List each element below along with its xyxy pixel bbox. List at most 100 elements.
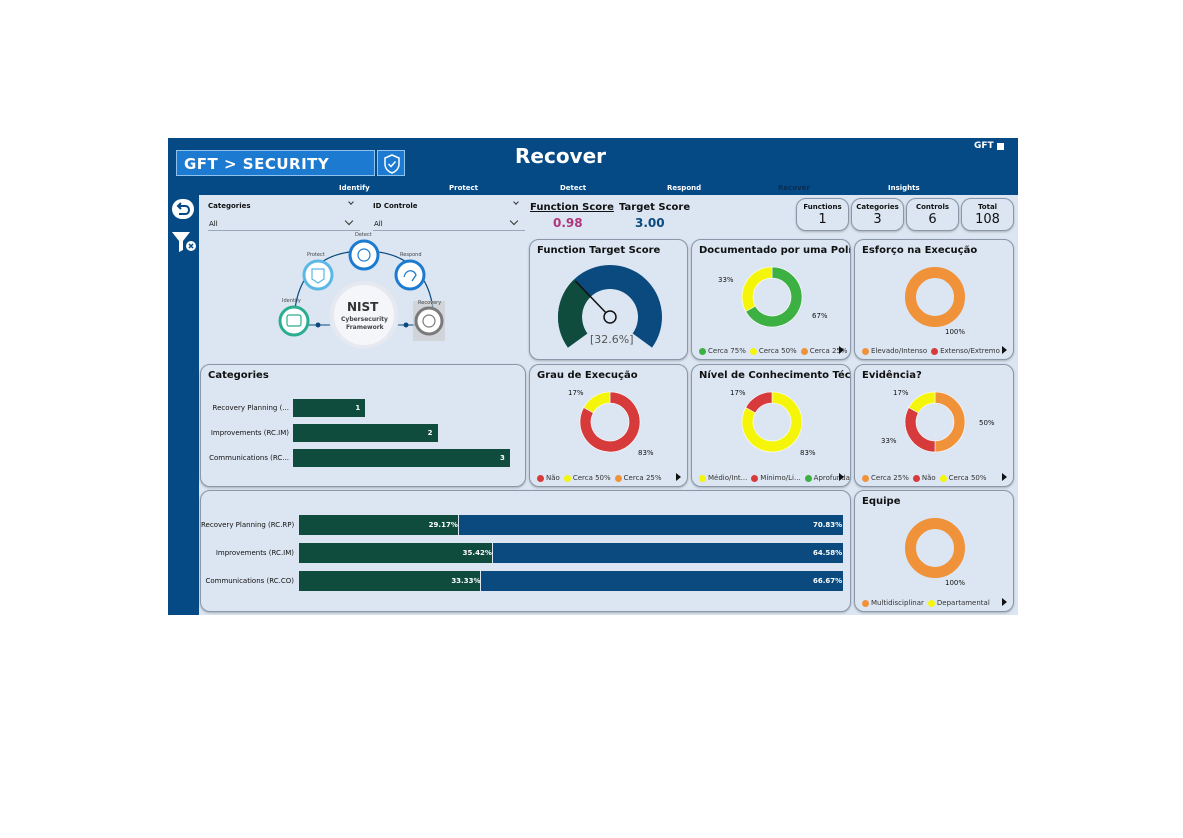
documentado-legend-item[interactable]: Cerca 50% bbox=[749, 347, 797, 355]
function-score-label: Function Score bbox=[530, 202, 614, 213]
category-bar[interactable] bbox=[293, 399, 366, 417]
category-bar[interactable] bbox=[293, 424, 438, 442]
clear-filter-icon[interactable] bbox=[171, 230, 197, 254]
legend-label: Departamental bbox=[936, 599, 990, 607]
dashboard-frame: GFT > SECURITY Recover GFT Identify Prot… bbox=[168, 138, 1018, 615]
documentado-slice-1[interactable] bbox=[741, 266, 773, 312]
nivel-slice-1[interactable] bbox=[745, 391, 773, 414]
stacked-bar-segment-a[interactable] bbox=[299, 571, 481, 591]
esforco-legend-item[interactable]: Extenso/Extremo bbox=[931, 347, 1000, 355]
category-bar[interactable] bbox=[293, 449, 510, 467]
chevron-down-icon[interactable] bbox=[348, 199, 354, 205]
kpi-value: 6 bbox=[928, 212, 937, 227]
tab-recover[interactable]: Recover bbox=[778, 184, 810, 192]
slicer-categories-value[interactable]: All bbox=[209, 220, 218, 228]
legend-label: Elevado/Intenso bbox=[871, 347, 928, 355]
stacked-bar-segment-a[interactable] bbox=[299, 515, 458, 535]
esforco-donut bbox=[905, 267, 965, 327]
equipe-legend: Multidisciplinar Departamental bbox=[862, 599, 994, 607]
legend-next-icon[interactable] bbox=[1002, 473, 1007, 481]
legend-dot-icon bbox=[931, 347, 939, 355]
kpi-functions: Functions 1 bbox=[796, 198, 849, 231]
target-score-value: 3.00 bbox=[635, 216, 665, 230]
category-bar-value: 3 bbox=[500, 454, 505, 462]
tab-detect[interactable]: Detect bbox=[560, 184, 587, 192]
nivel-legend-item[interactable]: Mínimo/Li... bbox=[751, 474, 801, 482]
grau-legend-item[interactable]: Não bbox=[537, 474, 560, 482]
chevron-down-icon[interactable] bbox=[509, 216, 519, 226]
stacked-value-a: 35.42% bbox=[462, 549, 492, 557]
kpi-label: Functions bbox=[803, 203, 842, 211]
tab-insights[interactable]: Insights bbox=[888, 184, 920, 192]
evidencia-legend-item[interactable]: Não bbox=[912, 474, 936, 482]
esforco-legend-item[interactable]: Elevado/Intenso bbox=[862, 347, 927, 355]
nist-label-identify: Identify bbox=[282, 298, 301, 304]
equipe-legend-item[interactable]: Departamental bbox=[927, 599, 990, 607]
tab-protect[interactable]: Protect bbox=[449, 184, 478, 192]
category-label: Communications (RC... bbox=[209, 454, 289, 462]
gauge-fill bbox=[558, 279, 591, 348]
legend-dot-icon bbox=[537, 474, 544, 482]
legend-dot-icon bbox=[800, 347, 808, 355]
tab-identify[interactable]: Identify bbox=[339, 184, 370, 192]
slicer-id-controle-value[interactable]: All bbox=[374, 220, 383, 228]
back-icon[interactable] bbox=[171, 198, 195, 220]
grau-legend-item[interactable]: Cerca 25% bbox=[614, 474, 662, 482]
gauge-needle bbox=[574, 280, 611, 318]
corner-square-icon bbox=[996, 142, 1004, 150]
legend-label: Cerca 25% bbox=[871, 474, 909, 482]
category-bar-value: 1 bbox=[355, 404, 361, 412]
evidencia-pct-17: 17% bbox=[893, 389, 909, 397]
legend-next-icon[interactable] bbox=[1002, 598, 1007, 606]
nist-diagram: NIST Cybersecurity Framework Identify Pr… bbox=[274, 232, 454, 355]
legend-dot-icon bbox=[699, 347, 706, 355]
equipe-slice[interactable] bbox=[905, 518, 965, 578]
documentado-pct-33: 33% bbox=[718, 276, 734, 284]
nivel-legend-item[interactable]: Médio/Int... bbox=[699, 474, 747, 482]
brand-banner: GFT > SECURITY bbox=[176, 150, 375, 176]
grau-slice-0[interactable] bbox=[579, 391, 641, 453]
evidencia-slice-1[interactable] bbox=[904, 407, 936, 453]
legend-next-icon[interactable] bbox=[839, 473, 844, 481]
legend-next-icon[interactable] bbox=[676, 473, 681, 481]
stacked-bar-segment-b[interactable] bbox=[481, 571, 843, 591]
nist-subtitle-1: Cybersecurity bbox=[341, 316, 388, 323]
nivel-legend-item[interactable]: Aprofunda... bbox=[804, 474, 850, 482]
tab-respond[interactable]: Respond bbox=[667, 184, 702, 192]
stacked-bar-segment-b[interactable] bbox=[458, 515, 843, 535]
evidencia-legend-item[interactable]: Cerca 50% bbox=[939, 474, 987, 482]
documentado-legend-item[interactable]: Cerca 25% bbox=[800, 347, 848, 355]
stacked-bar-segment-b[interactable] bbox=[492, 543, 843, 563]
evidencia-pct-50: 50% bbox=[979, 419, 995, 427]
documentado-donut bbox=[741, 266, 803, 328]
category-label: Recovery Planning (... bbox=[212, 404, 289, 412]
evidencia-donut bbox=[904, 391, 966, 453]
corner-brand-text: GFT bbox=[974, 141, 994, 151]
evidencia-legend: Cerca 25% Não Cerca 50% bbox=[862, 474, 991, 482]
evidencia-slice-0[interactable] bbox=[934, 391, 966, 453]
shield-icon bbox=[377, 150, 405, 176]
grau-legend-item[interactable]: Cerca 50% bbox=[563, 474, 611, 482]
documentado-legend-item[interactable]: Cerca 75% bbox=[699, 347, 746, 355]
legend-next-icon[interactable] bbox=[1002, 346, 1007, 354]
legend-next-icon[interactable] bbox=[839, 346, 844, 354]
grau-legend: Não Cerca 50% Cerca 25% bbox=[537, 474, 666, 482]
nivel-card: Nível de Conhecimento Técnico 17% 83% Mé… bbox=[691, 364, 851, 487]
esforco-slice[interactable] bbox=[905, 267, 965, 327]
grau-slice-1[interactable] bbox=[583, 391, 611, 414]
evidencia-legend-item[interactable]: Cerca 25% bbox=[862, 474, 909, 482]
stacked-value-a: 33.33% bbox=[451, 577, 481, 585]
category-bar-value: 2 bbox=[427, 429, 433, 437]
chevron-down-icon[interactable] bbox=[344, 216, 354, 226]
equipe-card: Equipe 100% Multidisciplinar Departamenta… bbox=[854, 490, 1014, 612]
equipe-legend-item[interactable]: Multidisciplinar bbox=[862, 599, 924, 607]
documentado-slice-0[interactable] bbox=[745, 266, 803, 328]
chevron-down-icon[interactable] bbox=[513, 199, 519, 205]
gauge-chart bbox=[558, 265, 662, 348]
evidencia-slice-2[interactable] bbox=[908, 391, 936, 414]
stacked-bar-segment-a[interactable] bbox=[299, 543, 492, 563]
nist-label-detect: Detect bbox=[355, 232, 372, 238]
legend-dot-icon bbox=[751, 474, 759, 482]
nivel-slice-0[interactable] bbox=[741, 391, 803, 453]
kpi-categories: Categories 3 bbox=[851, 198, 904, 231]
